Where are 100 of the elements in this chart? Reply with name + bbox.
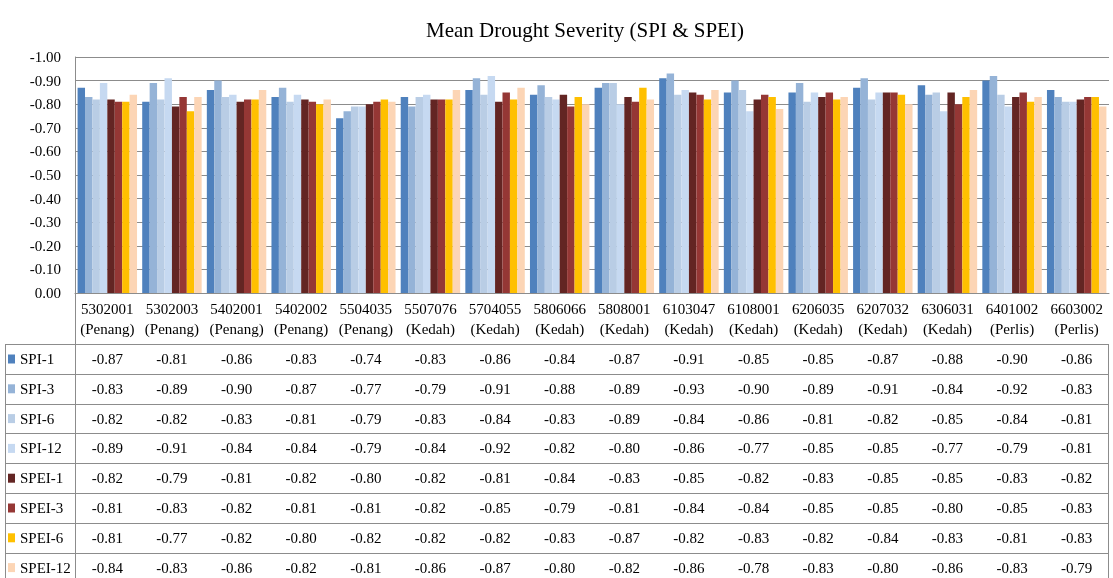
data-label: -0.81 — [1061, 410, 1093, 427]
data-label: -0.87 — [479, 559, 511, 576]
data-label: -0.92 — [479, 439, 511, 457]
data-label: -0.81 — [220, 469, 253, 487]
data-label: -0.79 — [1061, 559, 1093, 576]
data-label: -0.93 — [673, 380, 705, 398]
y-tick-label: -0.80 — [29, 96, 61, 113]
data-label: -0.89 — [91, 439, 123, 457]
data-label: -0.86 — [479, 350, 511, 368]
y-tick-label: -0.50 — [29, 167, 61, 183]
data-label: -0.83 — [544, 410, 576, 427]
y-tick-label: -0.30 — [29, 214, 61, 231]
data-label: -0.86 — [737, 410, 770, 427]
data-label: -0.85 — [996, 499, 1028, 517]
data-label: -0.82 — [350, 529, 382, 547]
data-label: -0.79 — [156, 469, 188, 487]
data-label: -0.84 — [91, 559, 123, 576]
data-label: -0.81 — [91, 529, 123, 547]
y-tick-label: -0.70 — [29, 119, 61, 136]
x-tick-label: 5806066 (Kedah) — [533, 301, 587, 338]
data-label: -0.81 — [350, 499, 382, 517]
data-label: -0.91 — [867, 380, 899, 398]
data-label: -0.85 — [931, 410, 964, 427]
data-label: -0.82 — [285, 559, 317, 576]
data-label: -0.82 — [802, 529, 834, 547]
data-label: -0.91 — [156, 439, 188, 457]
data-label: -0.89 — [608, 380, 640, 398]
data-label: -0.83 — [931, 529, 964, 547]
data-label: -0.90 — [220, 380, 253, 398]
data-label: -0.89 — [608, 410, 640, 427]
data-label: -0.85 — [802, 350, 834, 368]
data-label: -0.83 — [608, 469, 640, 487]
x-tick-label: 5504035 (Penang) — [338, 301, 393, 338]
data-label: -0.82 — [156, 410, 188, 427]
x-tick-label: 5402002 (Penang) — [274, 301, 329, 338]
data-label: -0.81 — [1061, 439, 1093, 457]
y-tick-label: -1.00 — [29, 49, 61, 65]
data-label: -0.84 — [220, 439, 253, 457]
data-label: -0.79 — [544, 499, 576, 517]
data-label: -0.82 — [220, 499, 253, 517]
data-label: -0.83 — [802, 559, 834, 576]
data-label: -0.86 — [673, 439, 705, 457]
data-label: -0.84 — [479, 410, 511, 427]
data-label: -0.83 — [544, 529, 576, 547]
data-label: -0.89 — [156, 380, 188, 398]
x-tick-label: 5302001 (Penang) — [80, 301, 135, 338]
data-label: -0.80 — [285, 529, 317, 547]
data-label: -0.81 — [608, 499, 640, 517]
data-label: -0.83 — [1061, 499, 1093, 517]
x-tick-label: 6206035 (Kedah) — [791, 301, 845, 338]
data-label: -0.82 — [479, 529, 511, 547]
data-label: -0.79 — [996, 439, 1028, 457]
data-label: -0.85 — [737, 350, 770, 368]
data-label: -0.77 — [737, 439, 770, 457]
data-label: -0.85 — [479, 499, 511, 517]
data-label: -0.84 — [414, 439, 447, 457]
data-label: -0.84 — [544, 350, 576, 368]
data-label: -0.74 — [350, 350, 382, 368]
data-label: -0.87 — [285, 380, 317, 398]
data-label: -0.91 — [673, 350, 705, 368]
data-label: -0.82 — [414, 499, 447, 517]
data-label: -0.85 — [867, 439, 899, 457]
x-tick-label: 6207032 (Kedah) — [856, 301, 910, 338]
data-label: -0.85 — [867, 469, 899, 487]
data-label: -0.86 — [931, 559, 964, 576]
data-label: -0.90 — [737, 380, 770, 398]
data-label: -0.77 — [156, 529, 188, 547]
y-tick-label: 0.00 — [34, 285, 61, 301]
data-label: -0.83 — [285, 350, 317, 368]
y-tick-label: -0.60 — [29, 143, 61, 160]
data-label: -0.82 — [414, 529, 447, 547]
data-label: -0.86 — [673, 559, 705, 576]
data-label: -0.82 — [220, 529, 253, 547]
data-label: -0.82 — [285, 469, 317, 487]
data-label: -0.86 — [1061, 350, 1093, 368]
chart-title: Mean Drought Severity (SPI & SPEI) — [426, 17, 744, 42]
data-label: -0.90 — [996, 350, 1028, 368]
data-label: -0.84 — [673, 410, 705, 427]
data-label: -0.84 — [737, 499, 770, 517]
data-label: -0.81 — [802, 410, 834, 427]
x-tick-label: 5402001 (Penang) — [209, 301, 264, 338]
y-tick-label: -0.10 — [29, 261, 61, 278]
data-label: -0.83 — [156, 559, 188, 576]
data-label: -0.79 — [350, 439, 382, 457]
legend-label: SPEI-3 — [20, 500, 64, 516]
data-label: -0.83 — [802, 469, 834, 487]
legend-label: SPI-1 — [20, 351, 55, 367]
data-label: -0.87 — [608, 350, 640, 368]
data-label: -0.84 — [673, 499, 705, 517]
data-label: -0.87 — [91, 350, 123, 368]
data-label: -0.83 — [996, 559, 1028, 576]
data-label: -0.82 — [867, 410, 899, 427]
legend-label: SPEI-12 — [20, 559, 71, 576]
y-tick-label: -0.40 — [29, 190, 61, 207]
data-label: -0.83 — [737, 529, 770, 547]
data-label: -0.77 — [931, 439, 964, 457]
data-label: -0.82 — [608, 559, 640, 576]
data-label: -0.81 — [350, 559, 382, 576]
data-label: -0.82 — [544, 439, 576, 457]
data-label: -0.83 — [156, 499, 188, 517]
